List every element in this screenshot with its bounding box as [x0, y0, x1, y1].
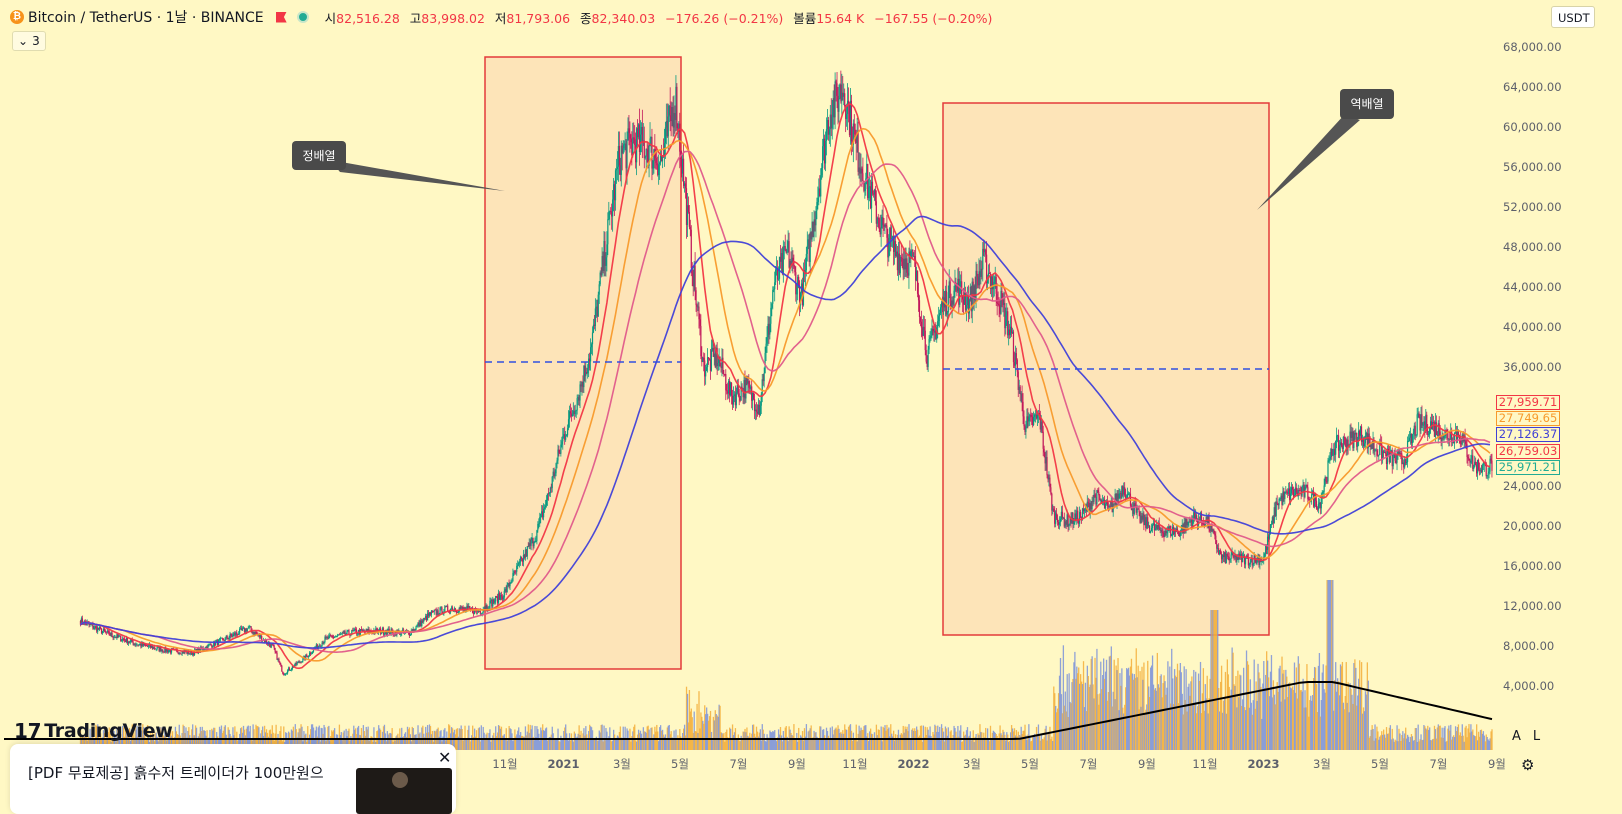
market-status-icon[interactable]: [296, 11, 309, 23]
volume-label: 볼륨: [793, 10, 817, 26]
symbol-header: ₿ Bitcoin / TetherUS · 1날 · BINANCE 시82,…: [10, 6, 998, 28]
time-tick-label: 2022: [897, 757, 929, 771]
ad-text[interactable]: [PDF 무료제공] 흙수저 트레이더가 100만원으: [28, 764, 324, 782]
moving-average-mid: [79, 127, 1491, 662]
high-value: 83,998.02: [421, 10, 485, 26]
scale-buttons: A L: [1512, 729, 1540, 744]
volume-change-value: −167.55 (−0.20%): [874, 10, 993, 26]
currency-select[interactable]: USDT: [1551, 6, 1595, 28]
ad-banner[interactable]: [PDF 무료제공] 흙수저 트레이더가 100만원으 ✕: [10, 744, 456, 814]
moving-average-longest: [79, 215, 1491, 649]
log-scale-button[interactable]: L: [1532, 729, 1541, 744]
price-tick-label: 68,000.00: [1503, 40, 1562, 54]
callout-pointer-bull: [330, 160, 505, 191]
ad-thumbnail[interactable]: [356, 768, 452, 814]
volume-bars-layer: [4, 580, 1493, 750]
price-tick-label: 8,000.00: [1503, 639, 1554, 653]
time-tick-label: 2021: [547, 757, 579, 771]
time-tick-label: 7월: [1429, 757, 1447, 771]
change-value: −176.26 (−0.21%): [665, 10, 784, 26]
moving-average-lines-layer: [79, 103, 1491, 670]
volume-average-line: [4, 681, 1493, 740]
moving-average-long: [79, 150, 1491, 654]
price-tick-label: 44,000.00: [1503, 280, 1562, 294]
annotation-overlay-layer: 정배열 역배열: [292, 89, 1394, 370]
chevron-down-icon: ⌄: [18, 34, 29, 48]
high-label: 고: [409, 10, 422, 26]
bitcoin-icon: ₿: [10, 10, 24, 24]
annotation-boxes-layer: [484, 56, 1270, 670]
close-value: 82,340.03: [591, 10, 656, 26]
time-tick-label: 3월: [1313, 757, 1331, 771]
time-tick-label: 9월: [1488, 757, 1506, 771]
price-tick-label: 16,000.00: [1503, 559, 1562, 573]
price-tick-label: 20,000.00: [1503, 519, 1562, 533]
price-tick-label: 60,000.00: [1503, 120, 1562, 134]
time-tick-label: 5월: [1021, 757, 1039, 771]
tradingview-mark-icon: 17: [14, 719, 42, 743]
moving-average-short: [79, 103, 1491, 670]
time-tick-label: 9월: [788, 757, 806, 771]
price-tick-label: 52,000.00: [1503, 200, 1562, 214]
auto-scale-button[interactable]: A: [1512, 729, 1521, 744]
time-tick-label: 7월: [729, 757, 747, 771]
low-value: 81,793.06: [506, 10, 571, 26]
symbol-title[interactable]: Bitcoin / TetherUS · 1날 · BINANCE: [28, 10, 264, 26]
price-axis: 4,000.00 8,000.00 12,000.00 16,000.00 20,000…: [1503, 40, 1562, 693]
price-tick-label: 24,000.00: [1503, 479, 1562, 493]
indicators-toggle-button[interactable]: ⌄ 3: [12, 31, 46, 51]
logo-text: TradingView: [44, 720, 173, 742]
low-label: 저: [494, 10, 507, 26]
open-value: 82,516.28: [336, 10, 400, 26]
callout-bull: [292, 141, 346, 170]
tradingview-logo[interactable]: 17 TradingView: [14, 719, 173, 743]
price-tick-label: 40,000.00: [1503, 320, 1562, 334]
time-tick-label: 9월: [1138, 757, 1156, 771]
callout-pointer-bear: [1257, 114, 1360, 210]
price-tag: 27,959.71: [1496, 395, 1560, 410]
price-tick-label: 12,000.00: [1503, 599, 1562, 613]
time-tick-label: 3월: [963, 757, 981, 771]
close-icon[interactable]: ✕: [438, 748, 452, 767]
price-tick-label: 4,000.00: [1503, 679, 1554, 693]
ohlc-values: 시82,516.28 고83,998.02 저81,793.06 종82,340…: [325, 8, 999, 27]
time-tick-label: 5월: [1371, 757, 1389, 771]
price-tick-label: 48,000.00: [1503, 240, 1562, 254]
indicator-count: 3: [32, 34, 40, 48]
time-tick-label: 11월: [842, 757, 867, 771]
callout-bull-label: 정배열: [302, 149, 335, 163]
volume-value: 15.64 K: [816, 10, 865, 26]
time-tick-label: 5월: [671, 757, 689, 771]
price-tag: 25,971.21: [1496, 460, 1560, 475]
time-axis: 11월 2021 3월 5월 7월 9월 11월 2022 3월 5월 7월 9월 11월 2023 3월 5…: [492, 757, 1505, 771]
gear-icon[interactable]: ⚙: [1521, 756, 1535, 774]
price-tag: 27,126.37: [1496, 427, 1560, 442]
time-tick-label: 3월: [613, 757, 631, 771]
flag-icon[interactable]: [275, 11, 287, 23]
close-label: 종: [580, 10, 592, 26]
callout-bear-label: 역배열: [1350, 97, 1383, 111]
callout-bear: [1340, 89, 1394, 119]
price-tick-label: 56,000.00: [1503, 160, 1562, 174]
time-tick-label: 7월: [1079, 757, 1097, 771]
time-tick-label: 11월: [492, 757, 517, 771]
price-tick-label: 64,000.00: [1503, 80, 1562, 94]
time-tick-label: 2023: [1247, 757, 1279, 771]
time-tick-label: 11월: [1192, 757, 1217, 771]
price-tick-label: 36,000.00: [1503, 360, 1562, 374]
price-tag: 26,759.03: [1496, 444, 1560, 459]
open-label: 시: [324, 10, 337, 26]
price-tag: 27,749.65: [1496, 411, 1560, 426]
candles-layer: [79, 70, 1493, 676]
